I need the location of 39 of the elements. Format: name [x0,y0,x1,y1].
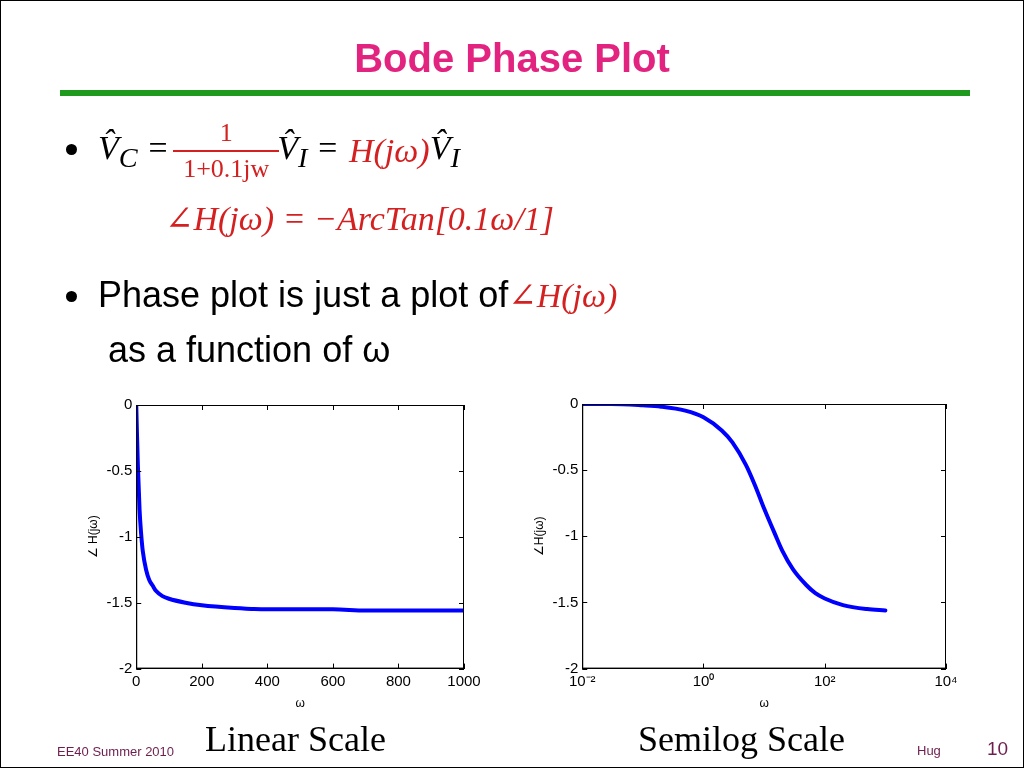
x-axis-title: ω [295,696,305,711]
text: ∠H(jω) [508,277,618,314]
y-axis-title: ∠H(jω) [531,516,546,557]
x-axis-title: ω [759,696,769,711]
text: Linear Scale [205,718,386,760]
y-tick-label: -0.5 [552,460,579,478]
text: 10 [987,738,1009,760]
text: ∠H(jω) = −ArcTan[0.1ω/1] [165,199,555,238]
x-tick-label: 600 [320,671,346,689]
text: 1 [219,118,233,147]
y-tick-label: 0 [123,395,133,413]
text: V̂$_{I}$ = [277,128,339,174]
x-tick-label: 10⁰ [692,671,715,689]
y-tick-label: -1.5 [106,592,133,610]
x-tick-label: 10² [813,671,836,689]
x-tick-label: 10⁴ [934,671,958,689]
y-tick-label: -1 [118,526,133,544]
text: V̂$_{C}$ = [98,128,170,174]
x-tick-label: 200 [189,671,215,689]
text: H(jω) [348,132,430,170]
y-axis-title: ∠ H(jω) [85,515,100,559]
y-tick-label: -0.5 [106,461,133,479]
text: V̂$_{I}$ [429,128,460,174]
x-tick-label: 400 [254,671,280,689]
line-series [136,405,464,613]
x-tick-label: 800 [385,671,411,689]
y-tick-label: -2 [118,658,133,676]
y-tick-label: -1 [564,526,579,544]
y-tick-label: -2 [564,658,579,676]
text: EE40 Summer 2010 [57,744,175,759]
text: as a function of ω [108,328,391,372]
y-tick-label: -1.5 [552,592,579,610]
text: 1+0.1jw [182,153,271,185]
text: Semilog Scale [638,718,845,760]
y-tick-label: 0 [569,394,579,412]
chart-title: Bode Phase Plot [353,36,671,81]
text: Phase plot is just a plot of [98,274,509,315]
text: Hug [917,743,941,758]
x-tick-label: 1000 [447,671,481,689]
